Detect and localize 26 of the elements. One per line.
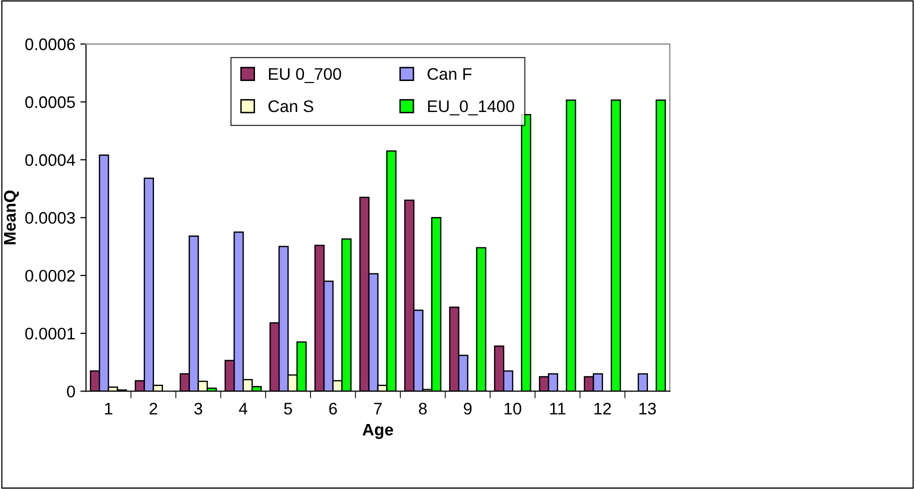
x-tick-label: 4 <box>238 402 248 414</box>
x-tick-label: 6 <box>329 402 337 415</box>
x-tick-label: 13 <box>639 402 656 415</box>
x-tick-label: 12 <box>594 402 611 414</box>
x-tick-label: 1 <box>105 402 112 414</box>
legend-label: EU 0_700 <box>269 68 342 84</box>
x-tick-label: 10 <box>504 402 522 415</box>
x-tick-label: 5 <box>284 402 292 415</box>
x-tick-label: 8 <box>418 402 427 415</box>
x-tick-label: 3 <box>194 402 202 415</box>
x-tick-label: 11 <box>550 402 566 414</box>
x-tick-label: 7 <box>374 402 382 414</box>
y-tick-label: 0.0004 <box>25 154 76 166</box>
legend-label: EU_0_1400 <box>428 100 514 116</box>
y-tick-label: 0 <box>66 386 75 398</box>
x-tick-label: 2 <box>150 402 158 414</box>
x-axis-title: Age <box>362 424 394 439</box>
y-axis-title: MeanQ <box>4 190 19 244</box>
x-tick-label: 9 <box>464 402 472 415</box>
y-tick-label: 0.0001 <box>25 328 75 340</box>
y-tick-label: 0.0005 <box>25 96 75 108</box>
legend-label: Can S <box>268 100 314 112</box>
y-tick-label: 0.0006 <box>25 38 75 50</box>
y-tick-label: 0.0003 <box>25 212 75 224</box>
y-tick-label: 0.0002 <box>25 270 75 282</box>
legend-label: Can F <box>428 68 472 80</box>
